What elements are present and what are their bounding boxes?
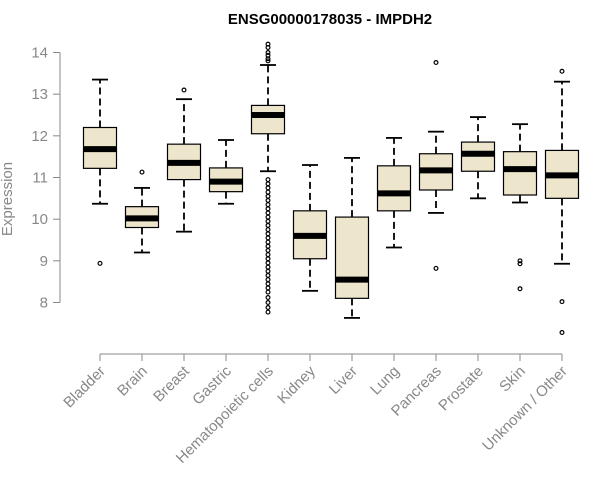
y-tick-label: 8 [40,295,48,312]
box-group [502,123,538,292]
y-tick-label: 13 [31,86,48,103]
outlier-point [517,286,523,292]
box-group [460,116,496,200]
outlier-point [265,300,271,306]
box-group [418,59,454,271]
box-group [334,157,370,319]
outlier-point [517,261,523,267]
outlier-point [265,214,271,220]
outlier-point [139,169,145,175]
box-group [544,68,580,336]
outlier-point [265,239,271,245]
outlier-point [517,258,523,264]
outlier-point [265,58,271,64]
iqr-box [376,165,412,212]
outlier-point [265,218,271,224]
x-tick-label: Prostate [435,363,487,415]
box-group [166,87,202,233]
outlier-point [265,305,271,311]
box-group [376,137,412,249]
x-tick-label: Liver [326,363,361,398]
outlier-point [433,265,439,271]
outlier-point [265,247,271,253]
outlier-point [265,295,271,301]
outlier-point [97,260,103,266]
boxes [82,41,580,336]
y-tick-label: 14 [31,45,48,62]
box-group [208,139,244,205]
x-tick-label: Brain [114,363,151,400]
outlier-point [265,44,271,50]
outlier-point [559,68,565,74]
outlier-point [265,243,271,249]
outlier-point [265,252,271,258]
outlier-point [265,206,271,212]
y-tick-label: 12 [31,128,48,145]
outlier-point [559,330,565,336]
outlier-point [265,289,271,295]
outlier-point [265,260,271,266]
outlier-point [265,49,271,55]
outlier-point [181,87,187,93]
outlier-point [265,277,271,283]
y-axis-label: Expression [0,162,16,236]
outlier-point [265,264,271,270]
x-tick-label: Skin [496,363,529,396]
box-group [292,164,328,292]
outlier-point [265,177,271,183]
y-tick-label: 11 [32,170,48,187]
outlier-point [265,281,271,287]
iqr-box [250,104,286,135]
box-group [124,169,160,254]
chart-title: ENSG00000178035 - IMPDH2 [228,11,432,28]
x-tick-label: Breast [150,362,193,405]
outlier-point [265,56,271,62]
outlier-point [265,202,271,208]
y-tick-label: 10 [31,211,48,228]
y-axis: 8 9 10 11 12 13 14 [31,45,61,312]
outlier-point [265,272,271,278]
box-group [250,41,286,315]
outlier-point [265,189,271,195]
x-tick-label: Kidney [274,362,319,407]
outlier-point [265,181,271,187]
x-tick-label: Lung [367,363,403,399]
outlier-point [433,59,439,65]
outlier-point [265,197,271,203]
outlier-point [559,299,565,305]
outlier-point [265,222,271,228]
box-group [82,78,118,266]
outlier-point [265,309,271,315]
y-tick-label: 9 [40,253,48,270]
outlier-point [265,227,271,233]
outlier-point [265,210,271,216]
x-tick-label: Bladder [60,363,109,412]
outlier-point [265,193,271,199]
outlier-point [265,185,271,191]
outlier-point [265,231,271,237]
outlier-point [265,235,271,241]
outlier-point [265,285,271,291]
iqr-box [502,151,538,196]
iqr-box [334,216,370,299]
outlier-point [265,268,271,274]
outlier-point [265,256,271,262]
